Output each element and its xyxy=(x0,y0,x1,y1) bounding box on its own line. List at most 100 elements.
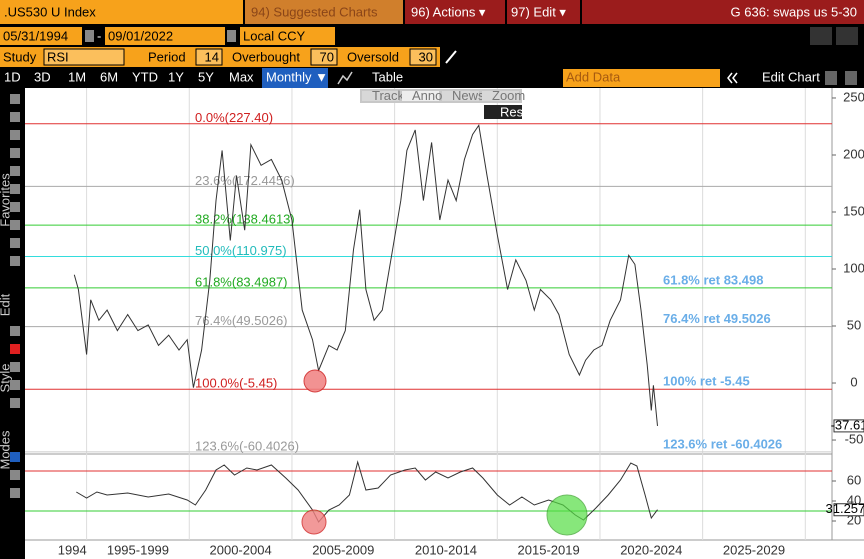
tool-icon[interactable] xyxy=(10,398,20,408)
overbought: 70 xyxy=(320,49,334,64)
end-date-field[interactable] xyxy=(105,27,225,45)
tool-icon[interactable] xyxy=(10,148,20,158)
highlight-circle xyxy=(546,494,588,536)
color-icon[interactable] xyxy=(10,344,20,354)
settings-icon[interactable] xyxy=(10,488,20,498)
level-label: 50.0%(110.975) xyxy=(195,243,287,258)
date-dash: - xyxy=(97,28,101,43)
x-tick-label: 2010-2014 xyxy=(415,542,477,557)
undo-button[interactable] xyxy=(810,27,832,45)
study-label: Study xyxy=(3,49,37,64)
period: 14 xyxy=(205,49,219,64)
actions: 96) Actions ▾ xyxy=(411,4,486,19)
last-value-tag xyxy=(833,503,864,517)
period-button[interactable]: 5Y xyxy=(198,69,214,84)
period-buttons: 1D 3D 1M 6M YTD 1Y 5Y Max xyxy=(4,69,254,84)
tool-icon[interactable] xyxy=(10,380,20,390)
plot: 250 200 150 100 50 0 -50 0.0%(227.40) 23.6%(172.… xyxy=(25,88,864,557)
redo-button[interactable] xyxy=(836,27,858,45)
tool-label: News xyxy=(452,88,485,103)
start-date: 05/31/1994 xyxy=(3,28,68,43)
frequency-button[interactable] xyxy=(262,68,328,88)
tool-icon[interactable] xyxy=(10,238,20,248)
study-name: RSI xyxy=(47,49,69,64)
y-tick-label: 200 xyxy=(843,146,864,161)
tool-icon[interactable] xyxy=(10,220,20,230)
side-tab[interactable]: Modes xyxy=(0,430,12,470)
y-tick-label: 0 xyxy=(850,374,857,389)
x-tick-label: 2015-2019 xyxy=(518,542,580,557)
calendar-icon[interactable] xyxy=(227,30,236,42)
level-label: 0.0%(227.40) xyxy=(195,110,273,125)
tool-icon[interactable] xyxy=(10,256,20,266)
overbought-field[interactable] xyxy=(310,48,338,66)
level-note: 76.4% ret 49.5026 xyxy=(663,311,771,326)
tool-button[interactable] xyxy=(442,91,479,101)
tool-label: Zoom xyxy=(492,88,525,103)
tool-icon[interactable] xyxy=(10,202,20,212)
expand-icon[interactable] xyxy=(845,71,857,85)
edit-chart[interactable]: Edit Chart xyxy=(762,69,820,84)
x-tick-label: 1994 xyxy=(58,542,87,557)
level-label: 76.4%(49.5026) xyxy=(195,313,288,328)
period-button[interactable]: 3D xyxy=(34,69,51,84)
tool-icon[interactable] xyxy=(10,94,20,104)
tool-button[interactable] xyxy=(402,91,439,101)
y-tick-label: -50 xyxy=(845,431,864,446)
mode-icon[interactable] xyxy=(10,452,20,462)
end-date: 09/01/2022 xyxy=(108,28,173,43)
start-date-field[interactable] xyxy=(0,27,82,45)
period-button[interactable]: YTD xyxy=(132,69,158,84)
collapse-icon[interactable] xyxy=(727,72,733,84)
mode-icon[interactable] xyxy=(10,470,20,480)
add-data: Add Data xyxy=(566,69,621,84)
currency-field[interactable] xyxy=(240,27,335,45)
function: G 636: swaps us 5-30 xyxy=(731,4,857,19)
side-toolbar: Favorites Edit Style Modes xyxy=(0,94,20,498)
actions-button[interactable] xyxy=(405,0,505,24)
calendar-icon[interactable] xyxy=(85,30,94,42)
add-data-field[interactable] xyxy=(563,69,720,87)
side-tab[interactable]: Edit xyxy=(0,293,12,316)
side-tab[interactable]: Favorites xyxy=(0,173,12,227)
oversold-field[interactable] xyxy=(409,48,437,66)
period-button[interactable]: 1D xyxy=(4,69,21,84)
tool-icon[interactable] xyxy=(10,184,20,194)
ticker: .US530 U Index xyxy=(4,4,96,19)
period-button[interactable]: 1Y xyxy=(168,69,184,84)
period-button[interactable]: 1M xyxy=(68,69,86,84)
edit-button[interactable] xyxy=(507,0,580,24)
tool-icon[interactable] xyxy=(10,130,20,140)
highlight-circle xyxy=(301,509,327,535)
table-button[interactable]: Table xyxy=(372,69,403,84)
settings-icon[interactable] xyxy=(825,71,837,85)
ticker-field[interactable] xyxy=(0,0,243,24)
side-tab[interactable]: Style xyxy=(0,364,12,393)
x-tick-label: 2005-2009 xyxy=(312,542,374,557)
tool-icon[interactable] xyxy=(10,326,20,336)
period-field[interactable] xyxy=(195,48,223,66)
x-tick-label: 2025-2029 xyxy=(723,542,785,557)
currency: Local CCY xyxy=(243,28,305,43)
period-button[interactable]: Max xyxy=(229,69,254,84)
reset-button[interactable] xyxy=(484,105,522,119)
period-button[interactable]: 6M xyxy=(100,69,118,84)
data-line xyxy=(73,123,658,426)
tool-icon[interactable] xyxy=(10,362,20,372)
suggested-button[interactable] xyxy=(245,0,403,24)
study-field[interactable] xyxy=(43,48,125,66)
tool-button[interactable] xyxy=(482,91,519,101)
edit: 97) Edit ▾ xyxy=(511,4,566,19)
chart-icon[interactable] xyxy=(337,71,353,85)
tool-icon[interactable] xyxy=(10,112,20,122)
tool-button[interactable] xyxy=(362,91,399,101)
level-label: 23.6%(172.4456) xyxy=(195,173,295,188)
chart-background xyxy=(25,88,864,559)
last-value: -37.61 xyxy=(831,417,864,432)
pencil-icon[interactable] xyxy=(445,50,457,64)
tool-icon[interactable] xyxy=(10,166,20,176)
function-bar xyxy=(582,0,864,24)
collapse-icon[interactable] xyxy=(732,72,738,84)
